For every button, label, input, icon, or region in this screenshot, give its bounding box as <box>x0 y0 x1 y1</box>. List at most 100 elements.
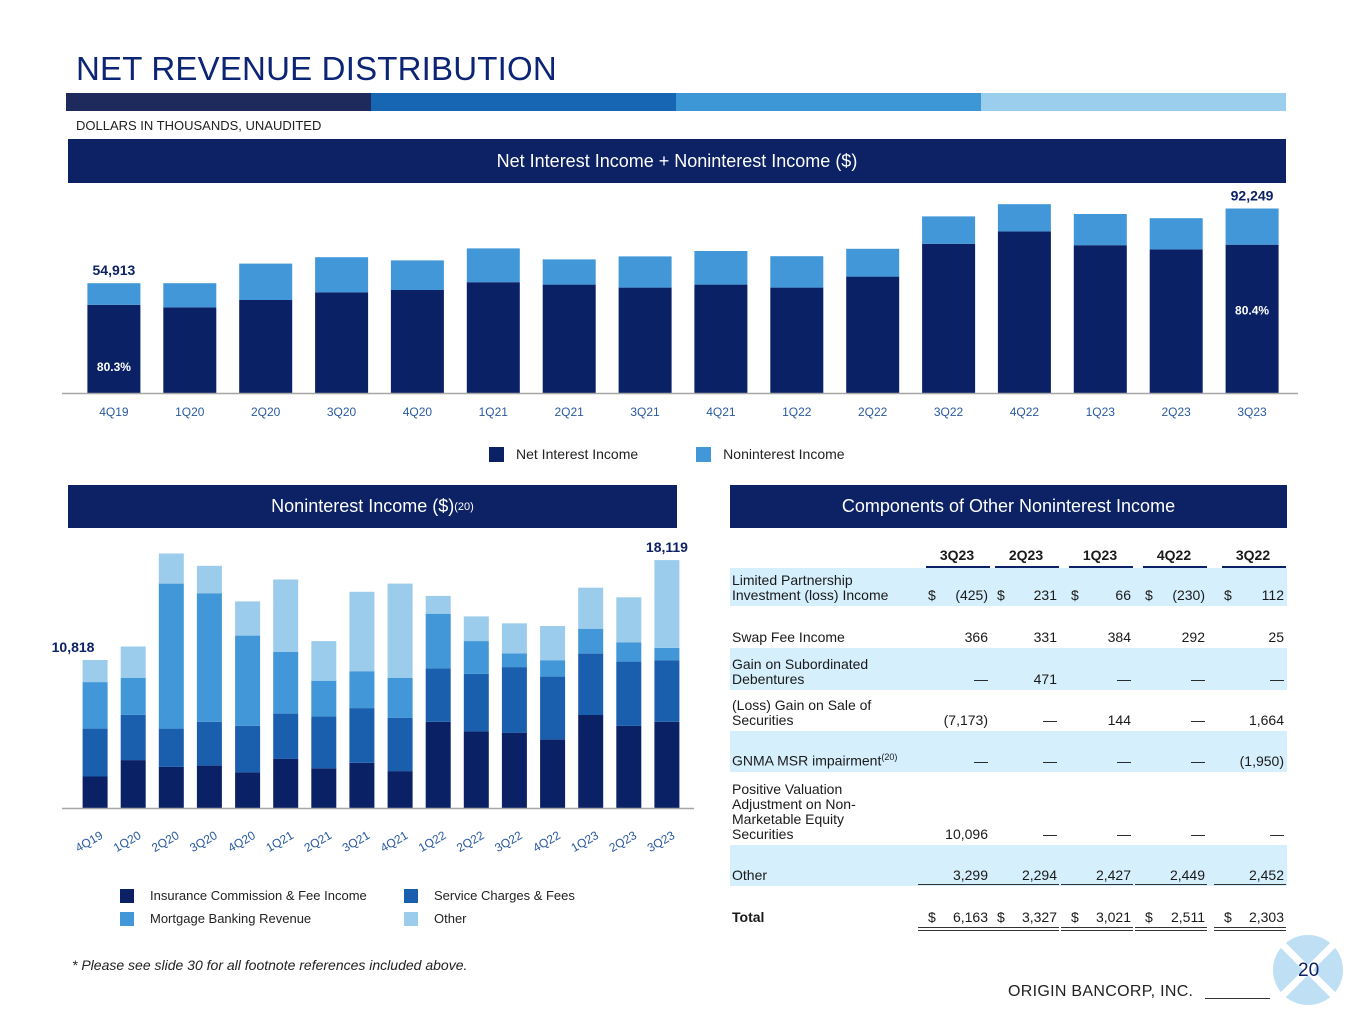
chart2-tick-2q21: 2Q21 <box>302 828 335 855</box>
table-row-label: GNMA MSR impairment(20) <box>732 750 897 769</box>
table-header-1q23: 1Q23 <box>1082 547 1118 563</box>
color-stripe <box>66 93 1286 111</box>
chart2-tick-4q21: 4Q21 <box>378 828 411 855</box>
chart2-tick-1q21: 1Q21 <box>263 828 296 855</box>
chart2-bar-mortgage-banking-revenue-2q23 <box>616 642 642 662</box>
chart2-bar-insurance-commission-fee-income-2q20 <box>158 766 184 808</box>
chart2-bar-insurance-commission-fee-income-1q23 <box>578 714 604 808</box>
table-header-underline-4q22 <box>1143 566 1207 568</box>
chart1-bar-net-interest-income-4q21 <box>694 284 748 393</box>
table-row-label-line: Limited Partnership <box>732 572 853 588</box>
table-sum-line <box>1135 884 1207 885</box>
chart1-tick-3q22: 3Q22 <box>934 405 964 419</box>
chart2-tick-1q23: 1Q23 <box>568 828 601 855</box>
table-cell-4q22: — <box>1191 671 1205 687</box>
table-cell-3q23: 366 <box>964 629 988 645</box>
table-cell-3q23: (7,173) <box>943 712 988 728</box>
chart2-bar-mortgage-banking-revenue-1q22 <box>425 613 451 669</box>
table-row-label-line: Other <box>732 867 768 883</box>
table-dollar-sign: $ <box>1071 587 1079 603</box>
chart2-tick-4q22: 4Q22 <box>530 828 563 855</box>
table-total-double-line <box>918 927 990 931</box>
table-row-label-sup: (20) <box>881 752 898 763</box>
chart1-bar-net-interest-income-4q20 <box>390 290 444 393</box>
chart2-bar-mortgage-banking-revenue-1q23 <box>578 628 604 654</box>
table-row-label-line: Investment (loss) Income <box>732 587 889 603</box>
table-cell-3q22: (1,950) <box>1239 753 1284 769</box>
chart2-bar-service-charges-fees-1q23 <box>578 653 604 715</box>
chart1-bar-net-interest-income-4q19 <box>87 304 141 393</box>
chart2-bar-mortgage-banking-revenue-3q23 <box>654 647 680 661</box>
chart2-bar-other-3q21 <box>349 591 375 672</box>
table-row-label: Positive Valuation Adjustment on Non- Mark… <box>732 782 856 842</box>
chart2-bar-service-charges-fees-3q23 <box>654 660 680 722</box>
chart1-tick-4q20: 4Q20 <box>403 405 433 419</box>
chart2-bar-service-charges-fees-4q22 <box>540 676 566 740</box>
chart1-bar-noninterest-income-2q22 <box>846 248 900 277</box>
table-cell-4q22: 2,511 <box>1171 909 1205 925</box>
legend-swatch-noninterest <box>696 446 712 462</box>
legend-label-insurance: Insurance Commission & Fee Income <box>150 888 367 903</box>
left-panel-title: Noninterest Income ($) <box>271 496 455 516</box>
chart1-share-label-3q23: 80.4% <box>1235 304 1269 318</box>
chart2-bar-mortgage-banking-revenue-4q19 <box>82 682 108 729</box>
chart2-bar-service-charges-fees-2q20 <box>158 728 184 767</box>
table-cell-2q23: — <box>1043 753 1057 769</box>
chart2-tick-1q22: 1Q22 <box>416 828 449 855</box>
table-cell-3q23: 6,163 <box>952 909 988 925</box>
chart2-tick-4q20: 4Q20 <box>225 828 258 855</box>
chart2-bar-service-charges-fees-4q19 <box>82 728 108 777</box>
chart2-bar-other-4q19 <box>82 660 108 683</box>
chart2-tick-2q20: 2Q20 <box>149 828 182 855</box>
table-cell-1q23: — <box>1117 671 1131 687</box>
chart1-tick-2q22: 2Q22 <box>858 405 888 419</box>
table-cell-3q23: 3,299 <box>952 867 988 883</box>
table-cell-1q23: — <box>1117 753 1131 769</box>
chart2-bar-other-3q22 <box>501 623 527 654</box>
legend-label-net-interest: Net Interest Income <box>516 446 639 462</box>
chart1-tick-4q22: 4Q22 <box>1010 405 1040 419</box>
table-row: (Loss) Gain on Sale of Securities (7,173) —… <box>730 690 1287 731</box>
table-header-underline-3q22 <box>1222 566 1286 568</box>
table-cell-3q22: — <box>1270 826 1284 842</box>
chart1-bar-net-interest-income-2q22 <box>846 276 900 393</box>
chart1-bar-net-interest-income-4q22 <box>997 231 1051 393</box>
table-cell-1q23: 66 <box>1115 587 1131 603</box>
chart2-tick-2q22: 2Q22 <box>454 828 487 855</box>
chart1-bar-net-interest-income-2q23 <box>1149 249 1203 393</box>
chart2-bar-other-1q20 <box>120 646 146 678</box>
table-cell-2q23: 2,294 <box>1021 867 1057 883</box>
table-row-label: Gain on Subordinated Debentures <box>732 657 868 687</box>
table-cell-3q22: 2,452 <box>1248 867 1284 883</box>
footnote: * Please see slide 30 for all footnote r… <box>72 957 468 973</box>
table-sum-line <box>1214 884 1286 885</box>
chart2-tick-4q19: 4Q19 <box>73 828 106 855</box>
chart2-bar-other-4q21 <box>387 583 413 678</box>
table-dollar-sign: $ <box>928 909 936 925</box>
left-legend-item-service: Service Charges & Fees <box>404 888 575 903</box>
chart2-bar-mortgage-banking-revenue-3q21 <box>349 671 375 709</box>
chart1-bar-noninterest-income-1q20 <box>163 283 217 308</box>
table-cell-4q22: 2,449 <box>1169 867 1205 883</box>
table-cell-3q22: 1,664 <box>1248 712 1284 728</box>
table-dollar-sign: $ <box>997 909 1005 925</box>
table-cell-4q22: (230) <box>1172 587 1205 603</box>
table-total-double-line <box>987 927 1059 931</box>
chart2-bar-other-1q21 <box>273 579 299 652</box>
table-header-underline-1q23 <box>1069 566 1133 568</box>
chart2-bar-mortgage-banking-revenue-2q20 <box>158 583 184 729</box>
chart2-bar-insurance-commission-fee-income-2q21 <box>311 768 337 808</box>
chart2-bar-service-charges-fees-2q22 <box>463 673 489 732</box>
chart1-total-label-3q23: 92,249 <box>1231 188 1274 204</box>
chart1-tick-2q23: 2Q23 <box>1162 405 1192 419</box>
chart2-bar-insurance-commission-fee-income-1q21 <box>273 758 299 808</box>
chart2-bar-insurance-commission-fee-income-3q20 <box>196 765 222 808</box>
table-header-3q23: 3Q23 <box>939 547 975 563</box>
chart1-bar-noninterest-income-2q23 <box>1149 218 1203 250</box>
chart1-bar-net-interest-income-1q21 <box>466 282 520 393</box>
legend-swatch-mortgage <box>120 911 134 926</box>
legend-swatch-other <box>404 911 418 926</box>
chart2-bar-mortgage-banking-revenue-1q20 <box>120 678 146 715</box>
left-legend-item-mortgage: Mortgage Banking Revenue <box>120 911 311 926</box>
table-row: Swap Fee Income 366 331 384 292 25 <box>730 609 1287 648</box>
